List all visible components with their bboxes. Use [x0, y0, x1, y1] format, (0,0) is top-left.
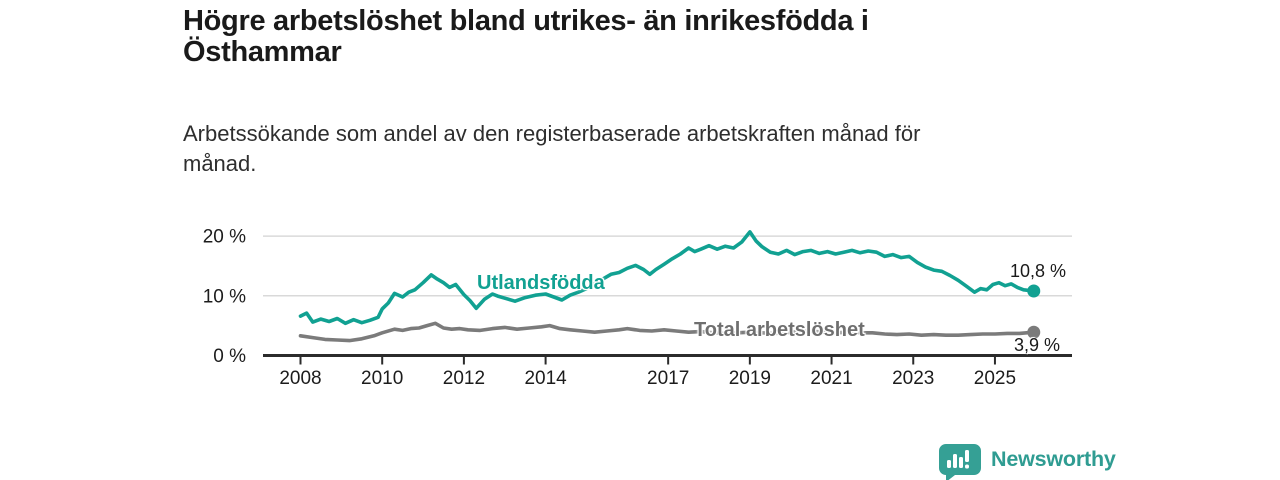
x-tick-label: 2012	[443, 368, 485, 389]
x-tick-label: 2008	[279, 368, 321, 389]
x-tick-label: 2019	[729, 368, 771, 389]
subtitle-line-2: månad.	[183, 151, 257, 176]
series-end-dot-0	[1027, 284, 1041, 298]
series-label-utlandsfodda: Utlandsfödda	[477, 272, 605, 294]
series-end-dot-1	[1027, 325, 1041, 339]
series-label-total-arbetsloshet: Total arbetslöshet	[694, 319, 865, 341]
x-tick-label: 2023	[892, 368, 934, 389]
y-tick-label: 20 %	[203, 227, 246, 248]
y-tick-label: 0 %	[213, 346, 246, 367]
end-value-utlandsfodda: 10,8 %	[1010, 261, 1067, 281]
x-tick-label: 2017	[647, 368, 689, 389]
newsworthy-logo: Newsworthy	[938, 444, 1116, 480]
series-line-0	[298, 230, 1036, 326]
brand-name: Newsworthy	[991, 447, 1116, 471]
subtitle-line-1: Arbetssökande som andel av den registerb…	[183, 121, 921, 146]
x-tick-label: 2010	[361, 368, 403, 389]
series-line-1	[298, 321, 1036, 343]
logo-bars-icon	[947, 450, 969, 469]
end-value-total: 3,9 %	[1014, 335, 1061, 355]
x-tick-label: 2021	[810, 368, 852, 389]
title-line-2: Östhammar	[183, 36, 342, 68]
page-title: Högre arbetslöshet bland utrikes- än inr…	[183, 6, 983, 68]
x-tick-label: 2014	[524, 368, 567, 389]
chart-subtitle: Arbetssökande som andel av den registerb…	[183, 119, 1033, 179]
newsworthy-logo-icon	[939, 444, 981, 480]
y-tick-label: 10 %	[203, 286, 246, 307]
title-line-1: Högre arbetslöshet bland utrikes- än inr…	[183, 5, 869, 37]
x-tick-label: 2025	[974, 368, 1016, 389]
